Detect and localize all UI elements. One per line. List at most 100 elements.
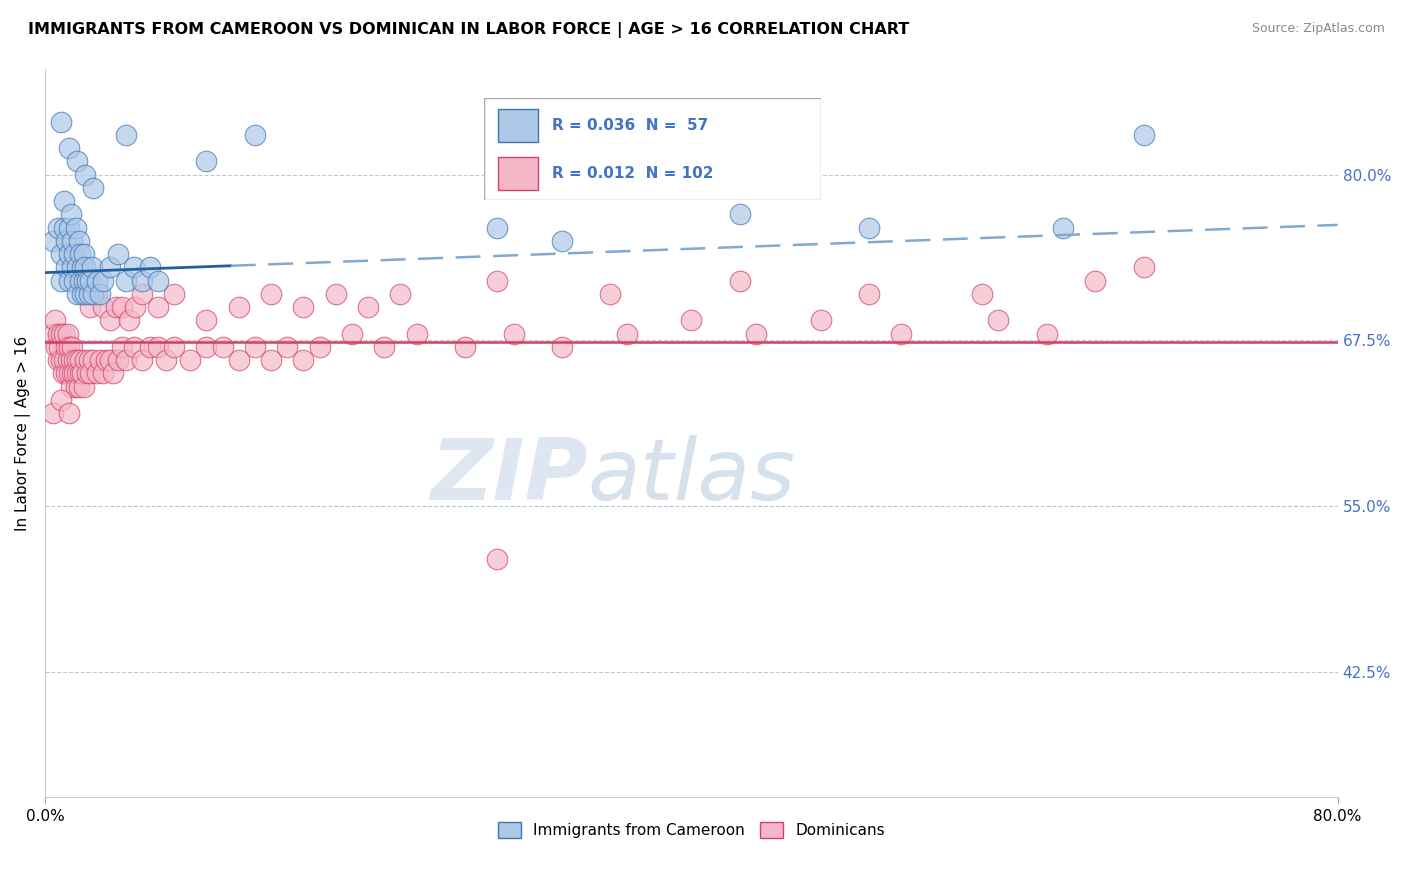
Point — [49, 114, 72, 128]
Point — [60, 367, 83, 381]
Point — [91, 300, 114, 314]
Point — [77, 286, 100, 301]
Point — [260, 353, 283, 368]
Point — [86, 367, 108, 381]
Point — [55, 340, 77, 354]
Point — [58, 220, 80, 235]
Point — [82, 181, 104, 195]
Point — [91, 274, 114, 288]
Point — [486, 274, 509, 288]
Point — [195, 313, 218, 327]
Point — [131, 274, 153, 288]
Point — [75, 286, 97, 301]
Point — [228, 300, 250, 314]
Point — [49, 353, 72, 368]
Point — [56, 326, 79, 341]
Point — [48, 340, 70, 354]
Point — [53, 220, 76, 235]
Point — [163, 340, 186, 354]
Point — [486, 220, 509, 235]
Point — [502, 326, 524, 341]
Point — [66, 286, 89, 301]
Point — [76, 367, 98, 381]
Point — [98, 313, 121, 327]
Point — [63, 274, 86, 288]
Y-axis label: In Labor Force | Age > 16: In Labor Force | Age > 16 — [15, 335, 31, 531]
Point — [73, 274, 96, 288]
Point — [60, 260, 83, 275]
Point — [155, 353, 177, 368]
Point — [63, 367, 86, 381]
Text: Source: ZipAtlas.com: Source: ZipAtlas.com — [1251, 22, 1385, 36]
Point — [66, 154, 89, 169]
Point — [59, 379, 82, 393]
Point — [46, 220, 69, 235]
Point — [82, 353, 104, 368]
Point — [65, 379, 87, 393]
Point — [58, 367, 80, 381]
Point — [146, 300, 169, 314]
Point — [228, 353, 250, 368]
Point — [73, 247, 96, 261]
Point — [551, 340, 574, 354]
Point — [53, 326, 76, 341]
Point — [59, 207, 82, 221]
Legend: Immigrants from Cameroon, Dominicans: Immigrants from Cameroon, Dominicans — [492, 816, 891, 845]
Point — [373, 340, 395, 354]
Point — [67, 379, 90, 393]
Point — [104, 300, 127, 314]
Point — [53, 194, 76, 208]
Point — [389, 286, 412, 301]
Point — [1132, 128, 1154, 142]
Point — [1036, 326, 1059, 341]
Point — [73, 379, 96, 393]
Point — [114, 128, 136, 142]
Point — [111, 340, 134, 354]
Point — [63, 353, 86, 368]
Point — [890, 326, 912, 341]
Point — [66, 260, 89, 275]
Point — [75, 168, 97, 182]
Point — [69, 353, 91, 368]
Point — [77, 353, 100, 368]
Point — [260, 286, 283, 301]
Point — [60, 234, 83, 248]
Point — [599, 286, 621, 301]
Point — [728, 274, 751, 288]
Point — [49, 247, 72, 261]
Point — [44, 313, 66, 327]
Point — [308, 340, 330, 354]
Point — [69, 367, 91, 381]
Point — [195, 340, 218, 354]
Point — [858, 286, 880, 301]
Point — [79, 367, 101, 381]
Point — [49, 392, 72, 407]
Point — [146, 274, 169, 288]
Point — [70, 367, 93, 381]
Point — [82, 286, 104, 301]
Point — [86, 274, 108, 288]
Point — [486, 552, 509, 566]
Point — [45, 340, 67, 354]
Point — [55, 260, 77, 275]
Point — [551, 234, 574, 248]
Point — [58, 340, 80, 354]
Point — [357, 300, 380, 314]
Point — [55, 234, 77, 248]
Point — [810, 313, 832, 327]
Point — [59, 353, 82, 368]
Point — [987, 313, 1010, 327]
Point — [1084, 274, 1107, 288]
Point — [163, 286, 186, 301]
Point — [75, 353, 97, 368]
Point — [745, 326, 768, 341]
Point — [80, 260, 103, 275]
Point — [58, 274, 80, 288]
Point — [89, 286, 111, 301]
Point — [42, 234, 65, 248]
Point — [728, 207, 751, 221]
Point — [107, 247, 129, 261]
Point — [63, 247, 86, 261]
Point — [58, 141, 80, 155]
Point — [79, 274, 101, 288]
